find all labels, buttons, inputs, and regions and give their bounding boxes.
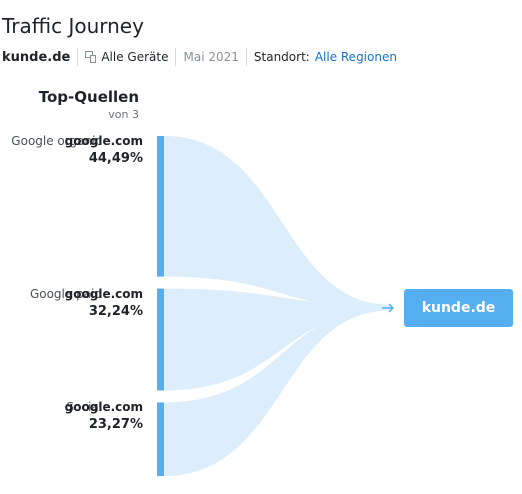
divider <box>245 48 247 66</box>
source-domain[interactable]: google.com <box>64 400 143 415</box>
source-name: Google paid <box>29 286 102 301</box>
sources-title: Top-Quellen <box>38 88 139 106</box>
flow-band <box>164 307 390 476</box>
source-share: 44,49% <box>88 151 143 166</box>
page-title: Traffic Journey <box>2 14 144 38</box>
source-share: 32,24% <box>88 303 143 319</box>
target-node[interactable]: kunde.de <box>404 289 513 327</box>
source-domain[interactable]: google.com <box>64 134 143 148</box>
device-filter[interactable]: Alle Geräte <box>85 50 168 64</box>
device-filter-label: Alle Geräte <box>101 50 169 64</box>
filter-bar: kunde.de Alle Geräte Mai 2021 Standort: … <box>2 47 397 67</box>
source-share: 23,27% <box>88 417 143 433</box>
flow-band <box>164 136 390 310</box>
source-name: Google organic <box>11 134 102 148</box>
flow-band <box>164 288 390 391</box>
location-label: Standort: <box>253 50 310 64</box>
arrow-right-icon <box>382 303 395 313</box>
divider <box>175 48 177 66</box>
date-filter[interactable]: Mai 2021 <box>183 50 239 64</box>
location-filter[interactable]: Alle Regionen <box>314 50 397 64</box>
source-bar[interactable] <box>157 136 164 277</box>
divider <box>77 48 79 66</box>
source-bar[interactable] <box>157 402 164 476</box>
sources-count: von 3 <box>108 108 139 121</box>
source-bar[interactable] <box>157 288 164 391</box>
source-name: Social <box>66 400 102 415</box>
source-domain[interactable]: google.com <box>64 286 143 301</box>
domain-filter[interactable]: kunde.de <box>2 49 71 65</box>
devices-icon <box>85 51 97 63</box>
